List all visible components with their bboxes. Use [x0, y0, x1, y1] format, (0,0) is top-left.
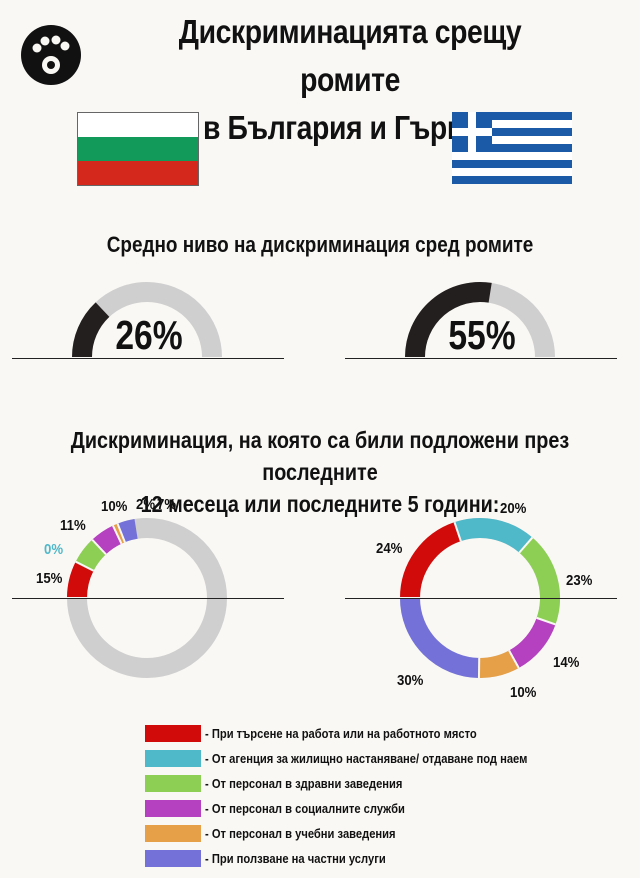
gauge-greece [405, 282, 555, 358]
bg-label-housing: 0% [44, 541, 64, 558]
gauge-fill [72, 302, 110, 358]
legend-swatch [145, 825, 201, 842]
donut-chart-area [67, 518, 560, 679]
legend-swatch [145, 850, 201, 867]
bg-label-private: 7% [157, 496, 177, 513]
donut-title-line-2: 12 месеца или последните 5 години: [140, 491, 500, 517]
gr-label-private: 30% [397, 672, 424, 689]
title-line-1: Дискриминацията срещу ромите [178, 13, 522, 98]
donut-section-title: Дискриминация, на която са били подложен… [45, 424, 595, 520]
donut-slice-2 [518, 537, 560, 625]
gauge-baseline-greece [345, 358, 617, 359]
donut-separator [508, 649, 520, 669]
legend-swatch [145, 775, 201, 792]
title-line-2: в България и Гърция [202, 109, 498, 146]
donut-separator [536, 616, 556, 626]
legend-label: - От персонал в учебни заведения [205, 826, 396, 841]
logo-icon [21, 25, 81, 85]
donut-slice-0 [400, 522, 462, 599]
legend-label: - При търсене на работа или на работното… [205, 726, 477, 741]
legend-item-housing: - От агенция за жилищно настаняване/ отд… [145, 746, 580, 771]
legend-item-private: - При ползване на частни услуги [145, 846, 580, 871]
donut-slice-2 [75, 539, 107, 572]
gauge-baseline-bulgaria [12, 358, 284, 359]
page-title: Дискриминацията срещу ромите в България … [126, 8, 573, 152]
donut-separator [453, 521, 462, 542]
bg-label-health: 11% [60, 517, 86, 534]
gr-label-housing: 20% [500, 500, 527, 517]
gr-label-health: 23% [566, 572, 593, 589]
donut-slice-3 [92, 525, 122, 555]
legend-swatch [145, 725, 201, 742]
donut-title-line-1: Дискриминация, на която са били подложен… [70, 427, 570, 485]
donut-slice-0 [67, 561, 94, 599]
gauge-value-bulgaria: 26% [115, 312, 183, 358]
gauge-section-title: Средно ниво на дискриминация сред ромите [106, 232, 534, 257]
gr-label-job: 24% [376, 540, 403, 557]
donut-baseline-greece [345, 598, 617, 599]
donut-bulgaria [67, 518, 227, 678]
donut-greece [400, 518, 560, 679]
gauge-chart-area [72, 282, 555, 358]
bulgaria-flag-icon [77, 112, 199, 186]
legend-label: - От персонал в социалните служби [205, 801, 405, 816]
gauge-fill [405, 282, 492, 358]
donut-separator [75, 560, 94, 572]
donut-slice-3 [508, 617, 556, 668]
legend-label: - При ползване на частни услуги [205, 851, 386, 866]
legend-label: - От агенция за жилищно настаняване/ отд… [205, 751, 528, 766]
bg-label-social: 10% [101, 498, 128, 515]
legend-label: - От персонал в здравни заведения [205, 776, 403, 791]
legend-swatch [145, 800, 201, 817]
legend-item-social: - От персонал в социалните служби [145, 796, 580, 821]
donut-slice-5 [117, 518, 138, 543]
bg-label-job: 15% [36, 570, 63, 587]
donut-separator [116, 523, 126, 543]
donut-slice-5 [400, 597, 480, 678]
greece-flag-icon [452, 112, 572, 184]
legend-swatch [145, 750, 201, 767]
gauge-bulgaria [72, 282, 222, 358]
gr-label-social: 14% [553, 654, 580, 671]
gauge-value-greece: 55% [448, 312, 516, 358]
legend-item-education: - От персонал в учебни заведения [145, 821, 580, 846]
legend: - При търсене на работа или на работното… [145, 721, 580, 871]
donut-slice-4 [478, 650, 519, 678]
donut-separator [518, 536, 534, 554]
gr-label-education: 10% [510, 684, 537, 701]
donut-separator [91, 538, 107, 555]
donut-baseline-bulgaria [12, 598, 284, 599]
bg-label-education: 2% [136, 496, 156, 513]
donut-separator [112, 525, 123, 545]
legend-item-health: - От персонал в здравни заведения [145, 771, 580, 796]
legend-item-job: - При търсене на работа или на работното… [145, 721, 580, 746]
donut-slice-1 [454, 518, 533, 553]
